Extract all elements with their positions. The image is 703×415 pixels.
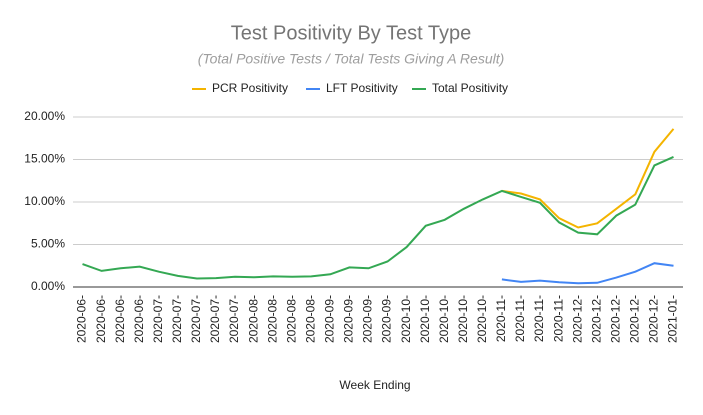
x-tick-label: 2020-11-	[513, 295, 527, 342]
y-tick-label: 10.00%	[24, 194, 65, 208]
series-line	[82, 155, 674, 280]
chart-subtitle: (Total Positive Tests / Total Tests Givi…	[198, 51, 505, 67]
series-line	[501, 262, 674, 285]
chart-title: Test Positivity By Test Type	[231, 22, 471, 44]
x-tick-label: 2020-08-	[303, 295, 317, 343]
x-tick-label: 2020-06-	[132, 295, 146, 343]
legend-label: LFT Positivity	[326, 81, 398, 95]
legend-label: Total Positivity	[432, 81, 508, 95]
legend-label: PCR Positivity	[212, 81, 288, 95]
x-tick-label: 2020-10-	[456, 295, 470, 343]
x-tick-label: 2020-12-	[647, 295, 661, 343]
x-tick-label: 2020-12-	[608, 295, 622, 343]
x-tick-label: 2020-08-	[265, 295, 279, 343]
y-tick-label: 15.00%	[24, 152, 65, 166]
x-tick-label: 2020-10-	[437, 295, 451, 343]
x-tick-label: 2020-10-	[399, 295, 413, 343]
x-tick-label: 2020-07-	[227, 295, 241, 343]
y-tick-label: 0.00%	[31, 279, 65, 293]
x-tick-label: 2020-09-	[323, 295, 337, 343]
y-tick-label: 20.00%	[24, 109, 65, 123]
x-tick-label: 2020-07-	[151, 295, 165, 343]
x-tick-label: 2020-09-	[342, 295, 356, 343]
y-tick-label: 5.00%	[31, 237, 65, 251]
x-tick-label: 2020-12-	[628, 295, 642, 343]
x-tick-label: 2020-06-	[94, 295, 108, 343]
x-tick-label: 2020-07-	[170, 295, 184, 343]
x-tick-label: 2020-11-	[551, 295, 565, 342]
x-tick-label: 2020-11-	[532, 295, 546, 342]
x-tick-label: 2020-12-	[570, 295, 584, 343]
x-tick-label: 2020-08-	[246, 295, 260, 343]
x-tick-label: 2020-10-	[418, 295, 432, 343]
x-tick-label: 2020-09-	[380, 295, 394, 343]
x-tick-label: 2020-09-	[361, 295, 375, 343]
x-tick-label: 2020-10-	[475, 295, 489, 343]
series-line	[501, 128, 675, 229]
x-tick-label: 2020-06-	[113, 295, 127, 343]
x-tick-label: 2020-07-	[189, 295, 203, 343]
x-tick-label: 2020-08-	[284, 295, 298, 343]
x-tick-label: 2020-11-	[494, 295, 508, 342]
x-axis-label: Week Ending	[339, 378, 410, 392]
x-tick-label: 2020-07-	[208, 295, 222, 343]
x-tick-label: 2021-01-	[666, 295, 680, 343]
x-tick-label: 2020-06-	[75, 295, 89, 343]
x-tick-label: 2020-12-	[589, 295, 603, 343]
